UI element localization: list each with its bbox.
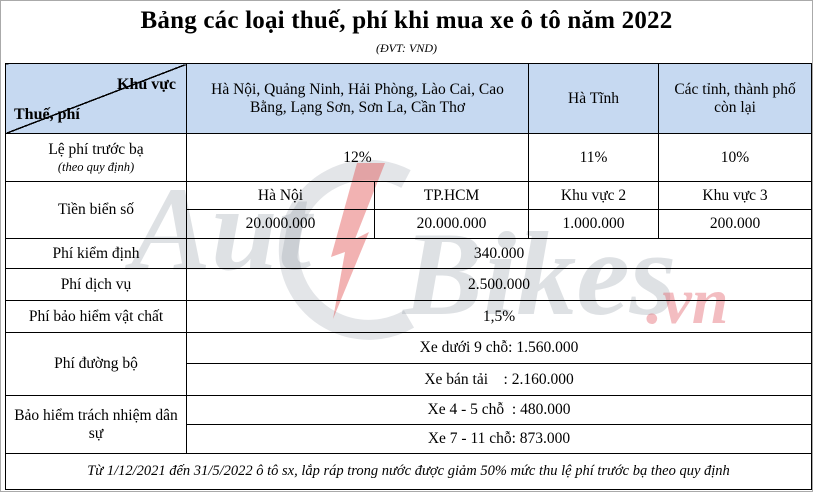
plate-fee-area-hanoi: Hà Nội xyxy=(186,181,375,210)
page-title: Bảng các loại thuế, phí khi mua xe ô tô … xyxy=(140,7,673,34)
registration-fee-note: (theo quy định) xyxy=(57,159,135,174)
registration-fee-rest-value: 10% xyxy=(658,133,812,182)
registration-fee-label: Lệ phí trước bạ (theo quy định) xyxy=(5,133,187,182)
plate-fee-value-zone2: 1.000.000 xyxy=(528,209,660,239)
row-liability-1: Bảo hiểm trách nhiệm dân sự Xe 4 - 5 chỗ… xyxy=(5,395,812,454)
row-plate-fee-values: 20.000.000 20.000.000 1.000.000 200.000 xyxy=(6,209,812,239)
fee-table: Khu vực Thuế, phí Hà Nội, Quảng Ninh, Hả… xyxy=(4,63,812,490)
row-material-insurance: Phí bảo hiểm vật chất 1,5% xyxy=(5,300,812,333)
liability-4-5-seats: Xe 4 - 5 chỗ : 480.000 xyxy=(185,395,812,425)
inspection-fee-value: 340.000 xyxy=(185,238,812,269)
row-road-fee-1: Phí đường bộ Xe dưới 9 chỗ: 1.560.000 xyxy=(5,332,812,396)
footer-note: Từ 1/12/2021 đến 31/5/2022 ô tô sx, lắp … xyxy=(4,453,812,490)
plate-fee-value-hanoi: 20.000.000 xyxy=(186,209,375,239)
road-fee-label: Phí đường bộ xyxy=(5,332,187,396)
liability-7-11-seats-text: Xe 7 - 11 chỗ: 873.000 xyxy=(427,430,571,447)
liability-4-5-seats-text: Xe 4 - 5 chỗ : 480.000 xyxy=(427,401,571,418)
row-road-fee-2: Xe bán tải : 2.160.000 xyxy=(6,363,812,396)
row-service-fee: Phí dịch vụ 2.500.000 xyxy=(5,268,812,301)
row-plate-fee-areas: Tiền biển số Hà Nội TP.HCM Khu vực 2 Khu… xyxy=(5,181,812,239)
plate-fee-value-hcm: 20.000.000 xyxy=(373,209,530,239)
road-fee-under9-text: Xe dưới 9 chỗ: 1.560.000 xyxy=(419,339,579,356)
road-fee-pickup-text: Xe bán tải : 2.160.000 xyxy=(424,370,574,388)
registration-fee-label-text: Lệ phí trước bạ xyxy=(48,140,144,158)
row-inspection-fee: Phí kiểm định 340.000 xyxy=(5,238,812,269)
service-fee-label: Phí dịch vụ xyxy=(5,268,187,301)
material-insurance-label: Phí bảo hiểm vật chất xyxy=(5,300,187,333)
service-fee-value: 2.500.000 xyxy=(185,268,812,301)
unit-note: (ĐVT: VND) xyxy=(376,41,437,55)
header-hatinh: Hà Tĩnh xyxy=(528,63,660,134)
header-provinces-group: Hà Nội, Quảng Ninh, Hải Phòng, Lào Cai, … xyxy=(185,63,530,134)
registration-fee-hatinh-value: 11% xyxy=(528,133,660,182)
row-footer-note: Từ 1/12/2021 đến 31/5/2022 ô tô sx, lắp … xyxy=(4,453,812,490)
road-fee-pickup: Xe bán tải : 2.160.000 xyxy=(185,363,812,396)
material-insurance-value: 1,5% xyxy=(185,300,812,333)
row-registration-fee: Lệ phí trước bạ (theo quy định) 12% 11% … xyxy=(5,133,812,182)
corner-header-cell: Khu vực Thuế, phí xyxy=(5,63,187,134)
corner-label-region: Khu vực xyxy=(117,76,176,93)
plate-fee-area-zone3: Khu vực 3 xyxy=(658,181,812,210)
plate-fee-value-zone3: 200.000 xyxy=(658,209,812,239)
registration-fee-provinces-value: 12% xyxy=(185,133,530,182)
plate-fee-label: Tiền biển số xyxy=(5,181,187,239)
liability-7-11-seats: Xe 7 - 11 chỗ: 873.000 xyxy=(185,424,812,454)
table-header-row: Khu vực Thuế, phí Hà Nội, Quảng Ninh, Hả… xyxy=(5,63,812,134)
inspection-fee-label: Phí kiểm định xyxy=(5,238,187,269)
liability-insurance-label: Bảo hiểm trách nhiệm dân sự xyxy=(5,395,187,454)
corner-label-tax: Thuế, phí xyxy=(14,106,80,123)
header-rest: Các tỉnh, thành phố còn lại xyxy=(658,63,812,134)
plate-fee-area-zone2: Khu vực 2 xyxy=(528,181,660,210)
plate-fee-area-hcm: TP.HCM xyxy=(373,181,530,210)
road-fee-under9: Xe dưới 9 chỗ: 1.560.000 xyxy=(185,332,812,364)
